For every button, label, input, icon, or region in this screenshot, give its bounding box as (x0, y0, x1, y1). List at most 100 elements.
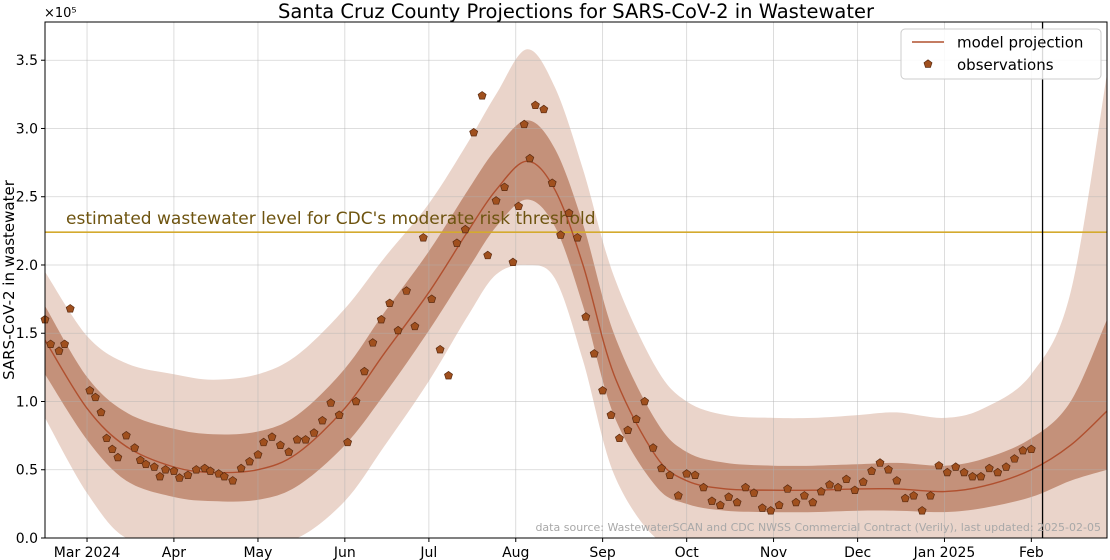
observation-point (245, 456, 254, 466)
observations (40, 91, 1036, 515)
observation-point (682, 469, 692, 478)
observation-point (500, 182, 509, 191)
observation-point (909, 491, 919, 500)
observation-point (205, 466, 215, 475)
observation-point (749, 488, 759, 497)
observation-point (141, 459, 151, 469)
observation-point (732, 497, 742, 507)
x-tick-label: Mar 2024 (54, 545, 121, 560)
observation-point (875, 458, 885, 467)
observation-point (90, 392, 100, 402)
observation-point (54, 346, 64, 355)
observation-point (385, 298, 395, 307)
observation-point (858, 477, 868, 486)
y-tick-label: 0.5 (16, 463, 38, 479)
observation-point (491, 196, 501, 205)
observation-point (96, 407, 106, 417)
observation-point (292, 435, 302, 444)
observation-point (228, 476, 238, 485)
y-axis-ticks: 0.0 0.5 1.0 1.5 2.0 2.5 3.0 3.5 (16, 53, 45, 547)
observation-point (113, 452, 123, 462)
observation-point (934, 461, 944, 470)
observation-point (236, 463, 246, 473)
observation-point (65, 304, 75, 313)
x-tick-label: Oct (675, 545, 700, 560)
observation-point (766, 506, 776, 515)
observation-point (589, 349, 599, 358)
observation-point (334, 410, 344, 419)
observation-point (833, 482, 843, 492)
legend: model projection observations (900, 28, 1102, 80)
x-tick-label: Jun (333, 545, 356, 560)
observation-point (351, 396, 361, 406)
x-tick-label: Apr (162, 545, 186, 560)
observation-point (275, 440, 285, 449)
legend-label-model: model projection (957, 34, 1083, 52)
observation-point (267, 432, 277, 441)
observation-point (1026, 444, 1036, 454)
observation-point (640, 396, 650, 406)
source-note: data source: WastewaterSCAN and CDC NWSS… (535, 521, 1101, 534)
observation-point (606, 410, 616, 419)
observation-point (648, 443, 658, 452)
observation-point (191, 465, 201, 474)
observation-point (976, 471, 986, 481)
observation-point (673, 491, 683, 500)
observation-point (816, 486, 826, 496)
observation-point (508, 257, 518, 267)
observation-point (460, 224, 470, 234)
observation-point (410, 321, 420, 331)
observation-point (926, 491, 935, 500)
observation-point (284, 447, 294, 456)
observation-point (1001, 462, 1011, 471)
observation-point (757, 503, 767, 512)
chart-title: Santa Cruz County Projections for SARS-C… (278, 0, 875, 23)
observation-point (102, 433, 112, 443)
observation-point (808, 497, 818, 507)
observation-point (1010, 454, 1019, 463)
observation-point (547, 178, 557, 187)
observation-point (435, 344, 445, 354)
observation-point (253, 450, 263, 459)
observation-point (525, 153, 535, 163)
observation-point (564, 208, 574, 217)
observation-point (427, 294, 437, 303)
observation-point (469, 127, 479, 137)
x-tick-label: Jul (419, 545, 437, 560)
uncertainty-bands (45, 49, 1107, 538)
observation-point (376, 314, 386, 324)
observation-point (572, 233, 582, 242)
legend-marker-swatch (923, 59, 933, 68)
observation-point (783, 484, 793, 493)
y-axis-multiplier: ×10⁵ (44, 6, 77, 21)
observation-point (402, 286, 411, 295)
observation-point (107, 444, 117, 454)
y-tick-label: 2.0 (16, 258, 38, 274)
observation-point (175, 473, 184, 482)
observation-point (959, 467, 969, 477)
observation-point (317, 415, 327, 425)
observation-point (130, 443, 140, 452)
observation-point (791, 497, 801, 507)
observation-point (657, 463, 666, 473)
observation-point (519, 119, 529, 129)
x-tick-label: Jan 2025 (913, 545, 976, 560)
observation-point (444, 370, 453, 380)
observation-point (741, 482, 750, 492)
observation-point (841, 474, 851, 484)
observation-point (707, 496, 717, 505)
observation-point (581, 312, 591, 321)
observation-point (892, 476, 902, 485)
y-tick-label: 2.5 (16, 190, 38, 206)
observation-point (393, 325, 403, 335)
y-tick-label: 3.0 (16, 121, 38, 137)
observation-point (514, 201, 524, 211)
observation-point (149, 462, 159, 471)
observation-point (900, 493, 910, 503)
observation-point (850, 485, 860, 494)
observation-point (614, 433, 624, 443)
observation-point (968, 471, 977, 481)
y-tick-label: 1.0 (16, 394, 38, 410)
inner-band (45, 120, 1107, 513)
